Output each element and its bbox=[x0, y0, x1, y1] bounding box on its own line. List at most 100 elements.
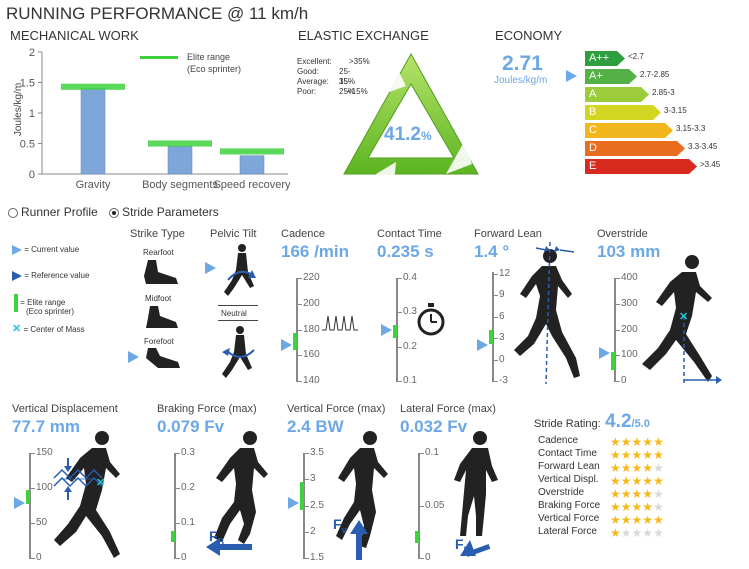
gauge-tick-mark bbox=[397, 381, 402, 382]
gauge-tick-mark bbox=[419, 558, 424, 559]
elastic-scale: Excellent: >35% Good: 25-35% Average: 15… bbox=[297, 57, 370, 97]
gauge-tick-label: 9 bbox=[499, 289, 505, 301]
lateral-force-value: 0.032 Fv bbox=[400, 417, 468, 436]
current-value-icon bbox=[12, 244, 22, 255]
stride-rating-value: 4.2 bbox=[605, 411, 632, 432]
vector-subscript: L bbox=[463, 544, 470, 555]
vertical-force-vector-label: Fv bbox=[333, 516, 347, 535]
economy-grade-bar: E bbox=[585, 159, 697, 174]
gauge-tick-label: 0.3 bbox=[181, 447, 195, 458]
legend-elite-sublabel: (Eco sprinter) bbox=[26, 307, 75, 316]
gauge-tick-mark bbox=[175, 453, 180, 454]
gauge-tick-mark bbox=[615, 303, 620, 305]
gauge-tick-mark bbox=[419, 453, 424, 454]
cadence-value: 166 /min bbox=[281, 242, 350, 261]
elastic-scale-label: Excellent: bbox=[297, 57, 332, 66]
economy-unit: Joules/kg/m bbox=[494, 75, 548, 86]
stopwatch-icon bbox=[417, 303, 445, 336]
gauge-tick-label: 0 bbox=[499, 353, 505, 365]
contact-time-heading: Contact Time bbox=[377, 228, 442, 240]
forward-lean-current-marker-icon bbox=[477, 339, 488, 351]
legend-current-label: = Current value bbox=[24, 245, 80, 254]
gauge-tick-label: 2.5 bbox=[310, 499, 324, 511]
vertical-displacement-current-marker-icon bbox=[14, 497, 25, 509]
vertical-displacement-gauge bbox=[29, 453, 31, 559]
gauge-tick-label: 0 bbox=[621, 375, 627, 386]
category-label: Body segments bbox=[142, 179, 218, 191]
star-filled-icon: ★ bbox=[653, 435, 664, 449]
rating-label: Contact Time bbox=[538, 448, 597, 459]
lateral-force-elite-range bbox=[415, 531, 419, 543]
rating-stars: ★★★★★ bbox=[610, 498, 664, 516]
elastic-scale-range: >35% bbox=[349, 57, 370, 66]
star-filled-icon: ★ bbox=[610, 461, 621, 475]
gauge-tick-mark bbox=[30, 558, 35, 559]
gauge-tick-mark bbox=[493, 338, 498, 340]
vertical-force-heading: Vertical Force (max) bbox=[287, 403, 386, 415]
gauge-tick-label: 50 bbox=[36, 517, 48, 528]
star-filled-icon: ★ bbox=[653, 448, 664, 462]
gauge-tick-mark bbox=[30, 453, 35, 454]
svg-text:✕: ✕ bbox=[96, 477, 105, 489]
gauge-tick-label: 220 bbox=[303, 272, 320, 283]
gauge-tick-label: 0.05 bbox=[425, 499, 445, 511]
economy-heading: ECONOMY bbox=[495, 28, 563, 43]
star-filled-icon: ★ bbox=[610, 487, 621, 501]
mechanical-work-heading: MECHANICAL WORK bbox=[10, 28, 139, 43]
vertical-displacement-elite-range bbox=[26, 490, 30, 504]
elite-range-band bbox=[220, 148, 284, 155]
contact-time-elite-range bbox=[393, 325, 397, 338]
economy-grade-bar: A++ bbox=[585, 51, 625, 66]
rating-stars: ★★★★★ bbox=[610, 524, 664, 542]
radio-icon[interactable] bbox=[8, 207, 18, 218]
overstride-value: 103 mm bbox=[597, 242, 661, 261]
gauge-tick-label: 200 bbox=[621, 323, 638, 335]
gauge-tick-mark bbox=[397, 278, 402, 279]
economy-grade-bar: C bbox=[585, 123, 673, 138]
y-tick-label: 1.5 bbox=[20, 78, 35, 90]
gauge-tick-mark bbox=[304, 558, 309, 559]
runner-vertical-force-icon bbox=[336, 431, 388, 560]
stride-rating-heading: Stride Rating: bbox=[534, 418, 601, 430]
braking-force-gauge bbox=[174, 453, 176, 559]
star-filled-icon: ★ bbox=[620, 474, 632, 488]
gauge-tick-mark bbox=[304, 453, 309, 454]
pelvic-current-marker-icon bbox=[205, 262, 216, 274]
economy-grade-range: 3-3.15 bbox=[664, 106, 687, 115]
gauge-tick-mark bbox=[297, 329, 302, 331]
gauge-tick-mark bbox=[493, 316, 498, 318]
star-filled-icon: ★ bbox=[610, 500, 621, 514]
gauge-tick-label: 180 bbox=[303, 323, 320, 335]
vertical-force-elite-range bbox=[300, 482, 304, 510]
gauge-tick-label: 0 bbox=[181, 552, 187, 563]
elastic-scale-range: <15% bbox=[347, 87, 368, 96]
contact-time-gauge bbox=[396, 278, 398, 382]
tab-runner-profile-label: Runner Profile bbox=[21, 205, 98, 219]
y-tick-label: 0 bbox=[29, 169, 35, 181]
gauge-tick-mark bbox=[615, 381, 620, 382]
gauge-tick-label: 150 bbox=[36, 447, 53, 458]
elite-range-band bbox=[61, 83, 125, 90]
cadence-elite-range bbox=[293, 333, 297, 350]
economy-grade-range: 3.3-3.45 bbox=[688, 142, 718, 151]
gauge-tick-mark bbox=[419, 505, 424, 507]
star-empty-icon: ★ bbox=[653, 487, 664, 501]
legend-com-label: = Center of Mass bbox=[23, 325, 85, 334]
elite-range-legend-label: Elite range bbox=[187, 52, 231, 62]
pelvic-divider bbox=[218, 320, 258, 321]
bar-gravity bbox=[80, 88, 106, 175]
pelvic-tilt-heading: Pelvic Tilt bbox=[210, 228, 257, 240]
radio-selected-icon[interactable] bbox=[109, 207, 120, 218]
gauge-tick-mark bbox=[615, 355, 620, 357]
star-filled-icon: ★ bbox=[620, 500, 632, 514]
gauge-tick-label: 100 bbox=[36, 482, 53, 493]
tab-stride-parameters[interactable]: Stride Parameters bbox=[109, 205, 219, 219]
center-of-mass-icon: ✕ bbox=[12, 323, 22, 335]
star-filled-icon: ★ bbox=[653, 513, 664, 527]
strike-forefoot-label: Forefoot bbox=[144, 337, 174, 346]
star-filled-icon: ★ bbox=[642, 500, 654, 514]
economy-current-marker-icon bbox=[566, 70, 577, 82]
rating-label: Vertical Displ. bbox=[538, 474, 599, 485]
tab-runner-profile[interactable]: Runner Profile bbox=[8, 205, 98, 219]
gauge-tick-mark bbox=[175, 523, 180, 524]
